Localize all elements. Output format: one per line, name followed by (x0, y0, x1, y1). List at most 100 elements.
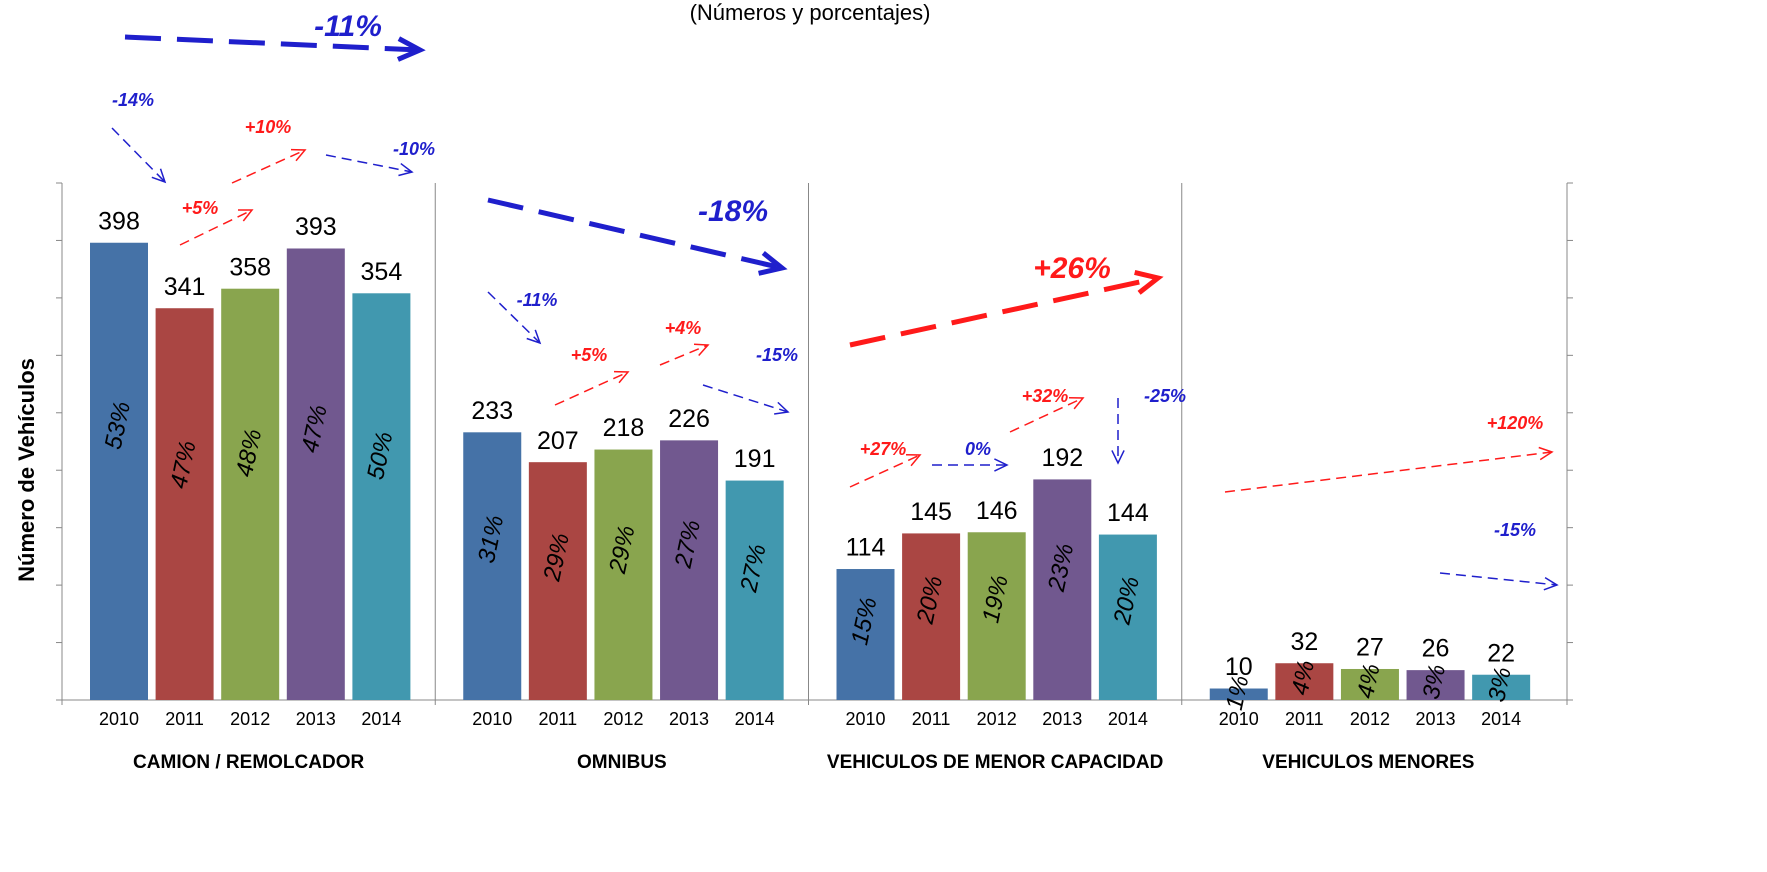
bar (725, 480, 784, 700)
year-label: 2014 (361, 709, 401, 729)
category-label: CAMION / REMOLCADOR (133, 752, 364, 773)
category-label: VEHICULOS DE MENOR CAPACIDAD (827, 752, 1163, 773)
value-label: 354 (361, 258, 403, 286)
growth-arrow (179, 209, 253, 246)
growth-label: +120% (1487, 413, 1544, 433)
bar (1098, 534, 1157, 700)
growth-label: -11% (517, 290, 558, 310)
growth-label: +32% (1022, 386, 1069, 406)
value-label: 192 (1041, 444, 1083, 472)
growth-label: -11% (314, 10, 382, 43)
growth-label: +5% (182, 198, 219, 218)
category-label: VEHICULOS MENORES (1262, 752, 1474, 773)
y-axis-label: Número de Vehículos (14, 358, 39, 582)
year-label: 2013 (669, 709, 709, 729)
year-label: 2013 (1042, 709, 1082, 729)
year-label: 2010 (99, 709, 139, 729)
arrow-head (526, 329, 542, 345)
value-label: 398 (98, 207, 140, 235)
value-label: 32 (1290, 628, 1318, 656)
value-label: 27 (1356, 634, 1384, 662)
bar (660, 440, 719, 700)
growth-arrow (849, 275, 1159, 348)
arrow-head (1134, 269, 1164, 295)
bar (90, 242, 148, 700)
bar (1033, 479, 1092, 700)
year-label: 2010 (845, 709, 885, 729)
arrow-head (1068, 397, 1085, 410)
year-label: 2014 (1108, 709, 1148, 729)
growth-arrow (702, 384, 789, 413)
growth-arrow (325, 154, 413, 173)
arrow-head (693, 343, 710, 356)
growth-label: 0% (965, 439, 991, 459)
value-label: 233 (471, 397, 513, 425)
year-label: 2012 (1350, 709, 1390, 729)
year-label: 2014 (1481, 709, 1521, 729)
arrow-head (905, 453, 922, 467)
arrow-head (994, 458, 1009, 472)
value-label: 145 (910, 498, 952, 526)
value-label: 226 (668, 405, 710, 433)
value-label: 207 (537, 427, 579, 455)
bar (528, 462, 587, 700)
bar (1472, 674, 1531, 700)
arrow-head (1538, 446, 1554, 461)
growth-label: -18% (698, 195, 768, 228)
growth-arrow (111, 127, 166, 183)
bar (1406, 670, 1465, 700)
value-label: 191 (734, 445, 776, 473)
bar (221, 288, 280, 700)
growth-arrow (231, 149, 306, 184)
growth-label: +10% (245, 117, 292, 137)
value-label: 114 (846, 534, 886, 562)
growth-label: +5% (571, 345, 608, 365)
arrow-head (290, 148, 307, 162)
arrow-head (1111, 450, 1125, 465)
growth-arrow (659, 344, 709, 366)
bar (902, 533, 961, 700)
year-label: 2010 (472, 709, 512, 729)
bar (1340, 668, 1399, 700)
category-label: OMNIBUS (577, 752, 667, 773)
growth-label: -15% (1494, 520, 1536, 540)
bar (463, 432, 522, 700)
value-label: 144 (1107, 499, 1149, 527)
year-label: 2010 (1219, 709, 1259, 729)
bar (1209, 688, 1268, 700)
growth-arrow (1009, 397, 1084, 433)
bar (594, 449, 653, 700)
share-label: 1% (1221, 673, 1255, 713)
growth-label: -25% (1144, 386, 1186, 406)
bar (967, 532, 1026, 700)
year-label: 2011 (912, 709, 951, 729)
value-label: 341 (164, 273, 206, 301)
growth-arrow (1439, 572, 1558, 586)
year-label: 2011 (1285, 709, 1324, 729)
value-label: 10 (1225, 653, 1253, 681)
arrow-head (758, 251, 788, 276)
growth-arrow (1224, 451, 1553, 493)
growth-label: -15% (756, 345, 798, 365)
chart-subtitle: (Números y porcentajes) (690, 0, 931, 25)
bar (352, 293, 411, 700)
growth-label: -14% (112, 90, 154, 110)
growth-arrow (487, 291, 541, 344)
growth-label: +27% (860, 439, 907, 459)
value-label: 358 (229, 253, 271, 281)
arrow-head (151, 168, 167, 184)
arrow-head (398, 162, 414, 177)
bar (1275, 663, 1334, 700)
growth-label: -10% (393, 139, 435, 159)
arrow-head (237, 209, 254, 222)
arrow-head (774, 401, 790, 415)
year-label: 2012 (230, 709, 270, 729)
year-label: 2011 (165, 709, 204, 729)
growth-arrow (849, 454, 921, 488)
bar (155, 308, 214, 700)
year-label: 2013 (296, 709, 336, 729)
year-label: 2014 (735, 709, 775, 729)
year-label: 2011 (538, 709, 577, 729)
value-label: 26 (1422, 635, 1450, 663)
